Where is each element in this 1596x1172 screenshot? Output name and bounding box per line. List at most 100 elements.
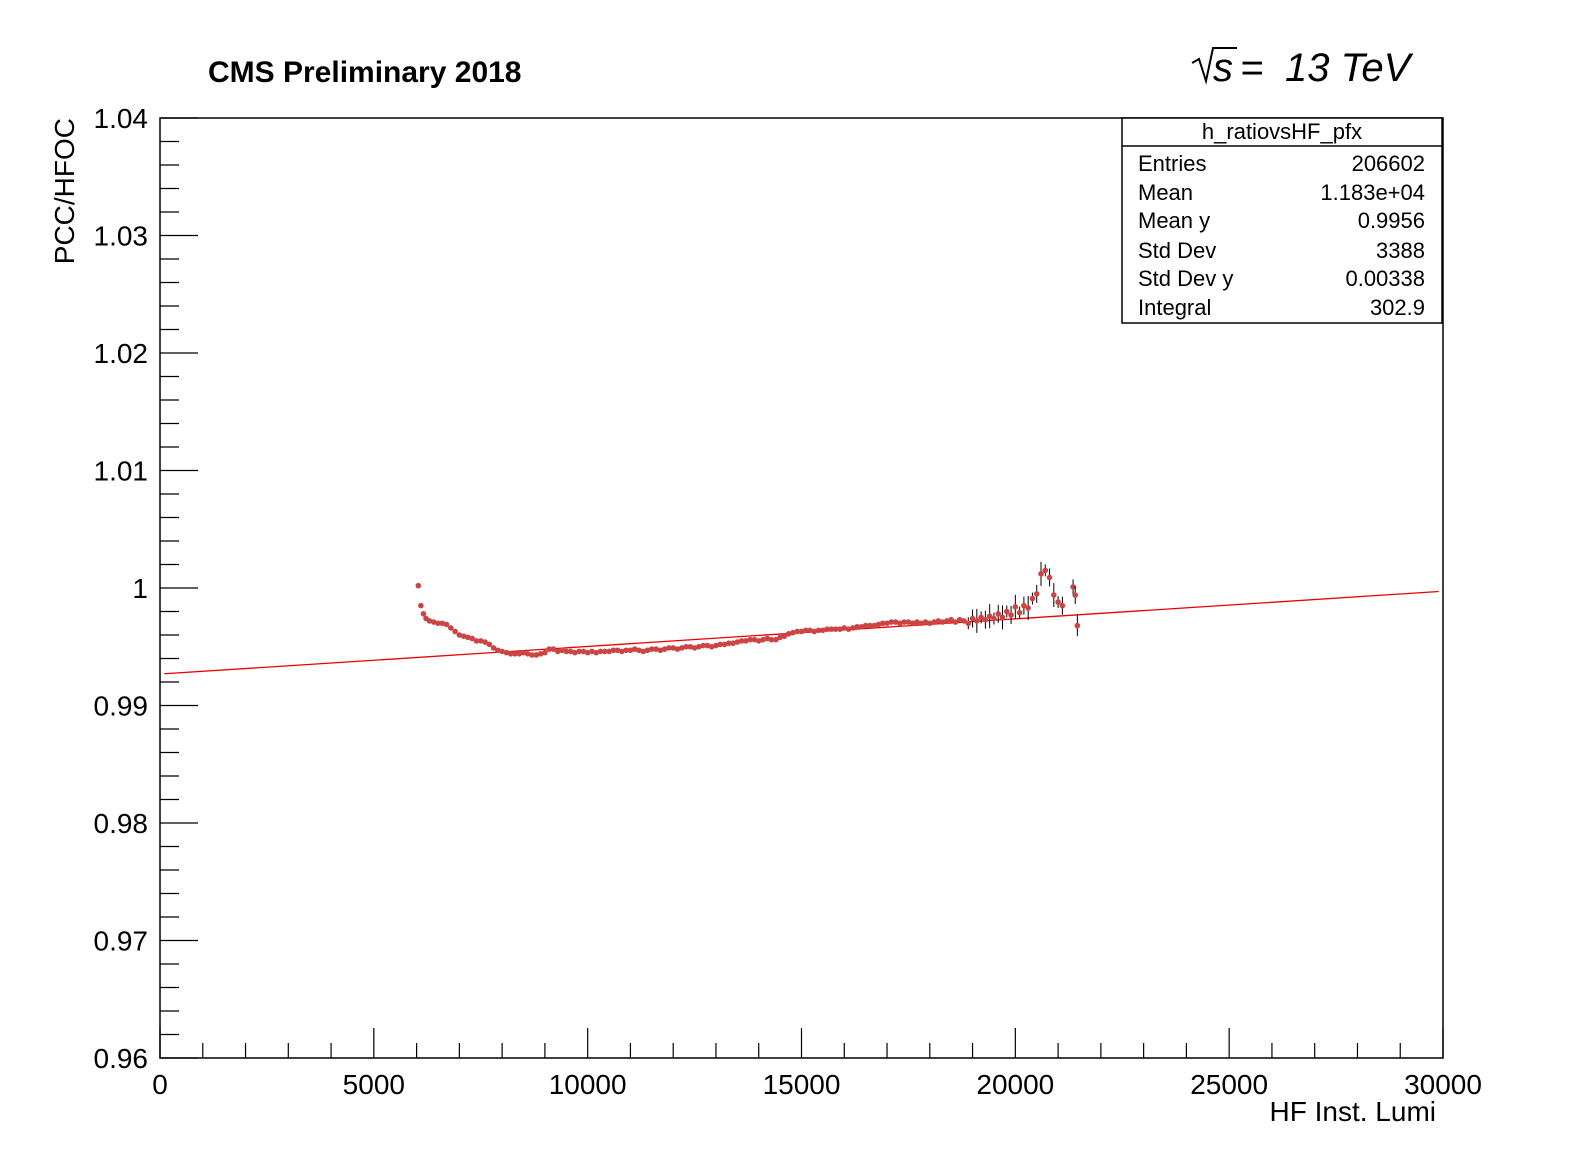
data-point — [572, 649, 578, 656]
y-tick-label: 0.98 — [94, 808, 149, 839]
data-point — [743, 638, 749, 644]
data-point — [944, 618, 950, 624]
data-point — [1055, 599, 1061, 605]
data-point — [704, 642, 711, 649]
data-point — [909, 620, 916, 627]
energy-label: s = 13 TeV — [1191, 46, 1414, 90]
data-point — [747, 636, 753, 643]
data-point — [567, 648, 574, 655]
data-point — [875, 621, 882, 628]
data-point — [794, 628, 801, 635]
data-point — [734, 639, 741, 645]
data-point — [713, 642, 719, 649]
data-point — [563, 648, 570, 655]
data-point — [751, 636, 758, 643]
chart-title: CMS Preliminary 2018 — [208, 56, 522, 89]
data-point — [524, 651, 531, 657]
data-point — [666, 645, 672, 651]
data-point — [781, 633, 788, 639]
data-point — [986, 613, 993, 619]
data-point — [516, 651, 523, 657]
data-point — [918, 620, 925, 627]
data-point — [961, 618, 967, 624]
data-point — [725, 640, 732, 647]
stats-box: h_ratiovsHF_pfx Entries 206602 Mean 1.183e+… — [1121, 117, 1443, 324]
data-point — [520, 649, 527, 656]
x-axis-title: HF Inst. Lumi — [1270, 1096, 1436, 1127]
stats-box-frame — [1121, 117, 1443, 324]
data-point — [691, 645, 698, 651]
data-point — [824, 626, 830, 632]
data-point — [738, 638, 745, 644]
y-tick-label: 1.04 — [94, 103, 149, 134]
data-point — [721, 641, 728, 648]
stats-row-label: Std Dev — [1138, 238, 1216, 263]
y-tick-label: 1.01 — [94, 456, 149, 487]
stats-box-rows: Entries 206602 Mean 1.183e+04 Mean y 0.9956 St… — [1138, 151, 1425, 320]
data-point — [683, 643, 689, 650]
data-point — [837, 626, 843, 632]
data-point — [554, 648, 561, 655]
data-point — [807, 627, 813, 634]
data-point — [460, 633, 467, 639]
data-point — [708, 643, 715, 650]
data-point — [636, 647, 642, 654]
data-point — [601, 648, 608, 655]
data-point — [559, 647, 565, 654]
data-point — [841, 625, 848, 631]
data-point — [465, 634, 471, 641]
data-point — [777, 634, 783, 641]
data-point — [730, 640, 736, 647]
data-point — [529, 652, 535, 658]
data-point — [499, 648, 505, 655]
data-point — [867, 622, 873, 629]
data-point — [862, 622, 869, 629]
data-point — [892, 619, 899, 625]
data-point — [832, 626, 839, 632]
data-point — [546, 646, 552, 652]
data-point — [420, 611, 427, 617]
data-point — [845, 626, 852, 632]
data-point — [657, 647, 664, 654]
data-point — [1051, 592, 1057, 598]
data-point — [473, 638, 480, 644]
x-tick-label: 5000 — [343, 1069, 405, 1100]
data-point — [700, 642, 706, 649]
data-point — [1021, 602, 1027, 609]
data-point — [999, 614, 1006, 621]
data-point — [674, 646, 681, 652]
data-point — [435, 620, 441, 627]
data-point — [661, 646, 668, 652]
data-point — [914, 619, 920, 625]
data-point — [1070, 584, 1076, 590]
data-point — [610, 647, 617, 654]
data-point — [670, 645, 676, 651]
data-point — [623, 647, 629, 654]
x-tick-label: 0 — [152, 1069, 168, 1100]
data-point — [477, 638, 484, 644]
data-point — [773, 636, 779, 643]
data-point — [927, 620, 933, 627]
x-tick-label: 30000 — [1404, 1069, 1482, 1100]
stats-row-value: 0.9956 — [1358, 208, 1425, 233]
data-point — [1038, 571, 1044, 577]
data-point — [802, 627, 809, 634]
data-point — [1012, 604, 1019, 610]
data-point — [640, 648, 647, 655]
stats-row-value: 0.00338 — [1345, 266, 1425, 291]
data-point — [828, 626, 835, 632]
y-axis-title: PCC/HFOC — [49, 118, 80, 264]
data-point — [995, 611, 1002, 617]
data-point — [820, 627, 826, 634]
data-point — [456, 632, 463, 638]
data-point — [717, 641, 724, 648]
data-point — [858, 623, 865, 630]
data-point — [991, 615, 997, 622]
data-point — [798, 628, 805, 635]
energy-symbol: s — [1213, 46, 1233, 90]
data-point — [982, 616, 989, 623]
data-point — [850, 625, 856, 631]
data-point — [644, 647, 651, 654]
sqrt-symbol — [1191, 47, 1237, 85]
data-point — [897, 620, 903, 627]
